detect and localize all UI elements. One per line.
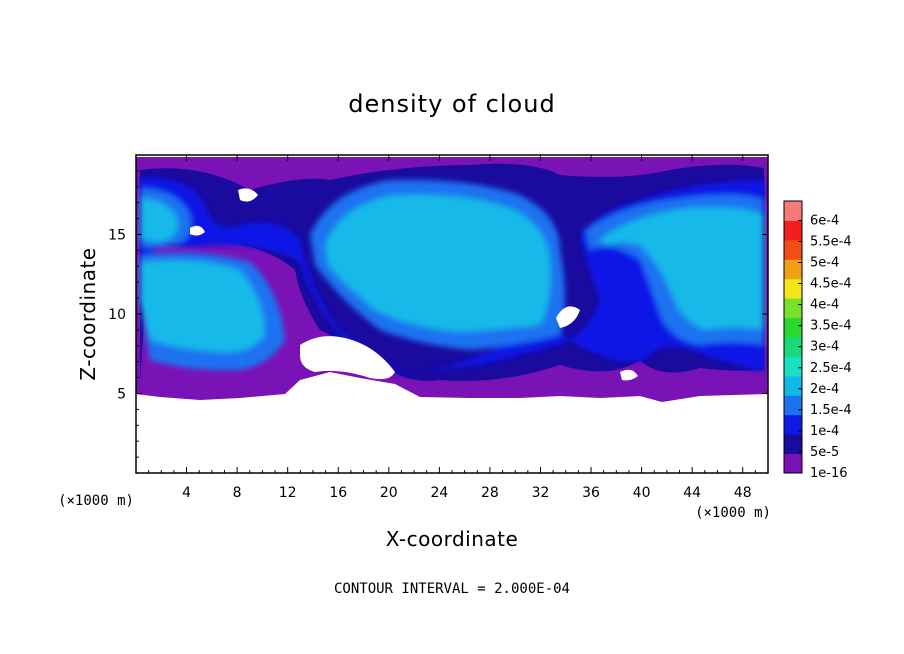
colorbar-label: 2.5e-4 bbox=[810, 361, 852, 376]
colorbar-label: 1e-4 bbox=[810, 424, 839, 439]
contour-interval-note: CONTOUR INTERVAL = 2.000E-04 bbox=[334, 581, 570, 597]
y-unit-label: (×1000 m) bbox=[58, 493, 134, 509]
colorbar-label: 6e-4 bbox=[810, 213, 839, 228]
y-tick-label: 10 bbox=[108, 307, 126, 323]
colorbar-frame bbox=[783, 200, 803, 474]
colorbar-swatch bbox=[784, 298, 802, 319]
colorbar-label: 5.5e-4 bbox=[810, 234, 852, 249]
colorbar-swatch bbox=[784, 434, 802, 455]
colorbar-swatch bbox=[784, 375, 802, 396]
x-tick-label: 20 bbox=[380, 485, 398, 501]
x-unit-label: (×1000 m) bbox=[695, 505, 771, 521]
colorbar-swatch bbox=[784, 259, 802, 280]
colorbar-swatch bbox=[784, 337, 802, 357]
colorbar-label: 4e-4 bbox=[810, 298, 839, 313]
x-axis-ticks: 4 8 12 16 20 24 28 32 36 40 44 48 bbox=[148, 155, 756, 501]
colorbar-label: 3e-4 bbox=[810, 340, 839, 355]
colorbar-swatch bbox=[784, 278, 802, 299]
x-tick-label: 28 bbox=[481, 485, 499, 501]
colorbar-swatch bbox=[784, 317, 802, 338]
colorbar-swatch bbox=[784, 239, 802, 260]
x-tick-label: 40 bbox=[633, 485, 651, 501]
colorbar-swatch bbox=[784, 201, 802, 221]
colorbar-label: 5e-5 bbox=[810, 445, 839, 460]
colorbar-swatch bbox=[784, 356, 802, 377]
colorbar-label: 4.5e-4 bbox=[810, 277, 852, 292]
density-field bbox=[136, 155, 768, 473]
colorbar-label: 2e-4 bbox=[810, 382, 839, 397]
clear-patches bbox=[190, 188, 638, 381]
y-axis-label: Z-coordinate bbox=[76, 247, 100, 380]
x-tick-label: 44 bbox=[683, 485, 701, 501]
x-axis-label: X-coordinate bbox=[386, 527, 519, 551]
x-tick-label: 8 bbox=[233, 485, 242, 501]
colorbar-swatch bbox=[784, 453, 802, 474]
colorbar-label: 1.5e-4 bbox=[810, 403, 852, 418]
y-tick-label: 5 bbox=[117, 387, 126, 403]
colorbar-label: 1e-16 bbox=[810, 466, 848, 481]
colorbar-swatch bbox=[784, 395, 802, 416]
x-tick-label: 32 bbox=[532, 485, 550, 501]
colorbar-label: 3.5e-4 bbox=[810, 319, 852, 334]
x-tick-label: 36 bbox=[582, 485, 600, 501]
x-tick-label: 48 bbox=[734, 485, 752, 501]
colorbar: 1e-16 5e-5 1e-4 1.5e-4 2e-4 2.5e-4 3e-4 3.5e-4 4… bbox=[783, 200, 852, 481]
x-tick-label: 4 bbox=[182, 485, 191, 501]
colorbar-label: 5e-4 bbox=[810, 256, 839, 271]
x-tick-label: 24 bbox=[430, 485, 448, 501]
y-tick-label: 15 bbox=[108, 228, 126, 244]
colorbar-swatch bbox=[784, 220, 802, 241]
chart-title: density of cloud bbox=[348, 90, 555, 118]
x-tick-label: 12 bbox=[279, 485, 297, 501]
level-2e-4-region bbox=[140, 194, 764, 353]
x-tick-label: 16 bbox=[329, 485, 347, 501]
y-axis-ticks: 5 10 15 bbox=[108, 170, 768, 458]
colorbar-swatch bbox=[784, 414, 802, 435]
